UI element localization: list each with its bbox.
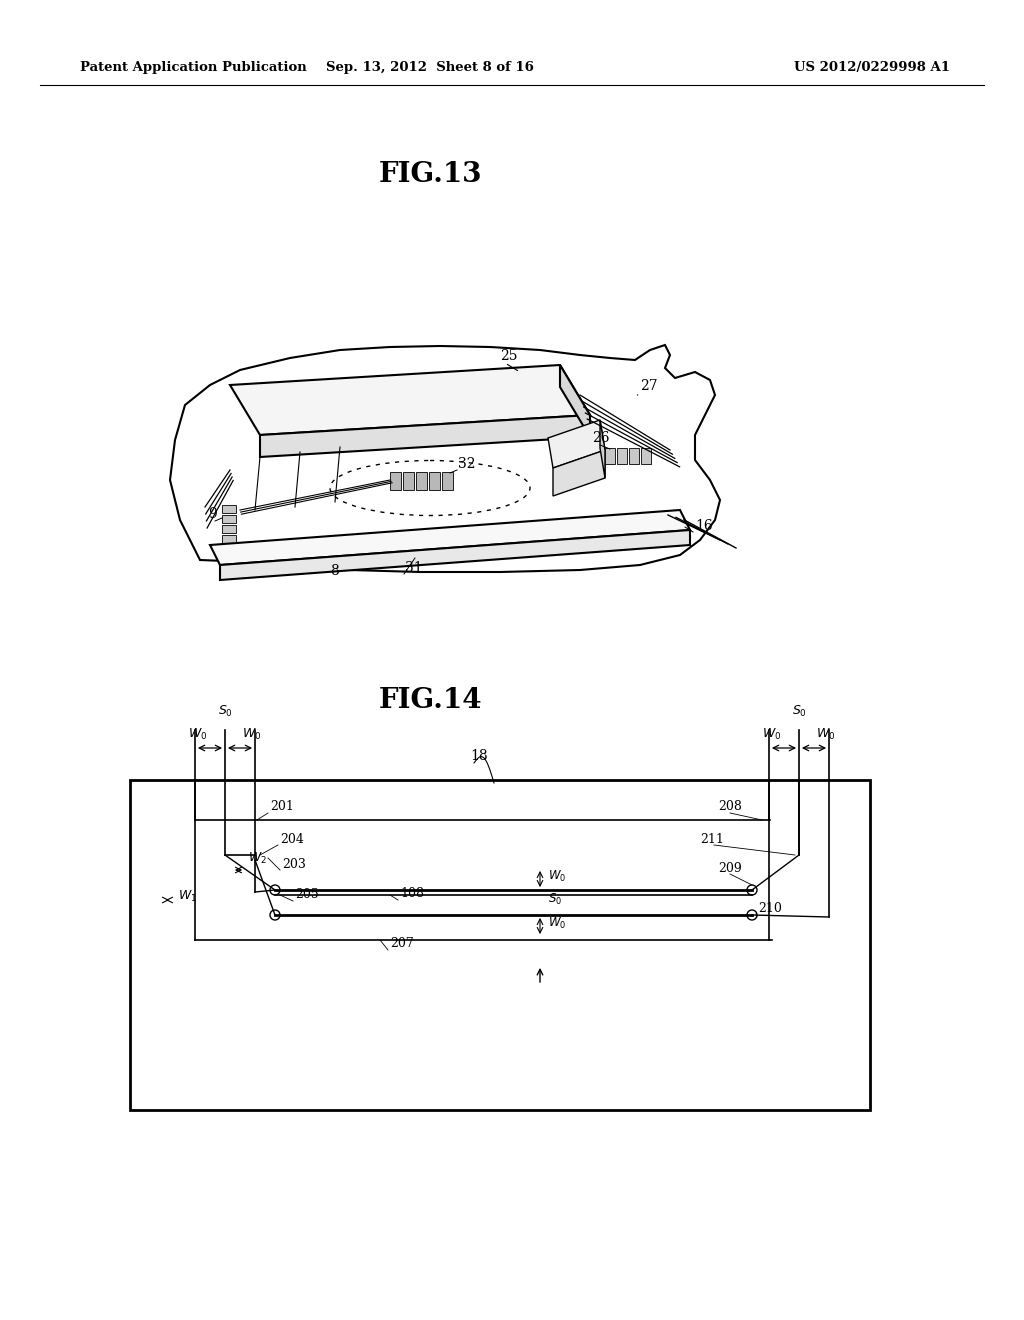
Text: Patent Application Publication: Patent Application Publication	[80, 62, 307, 74]
Polygon shape	[210, 510, 690, 565]
Bar	[605, 447, 615, 465]
Polygon shape	[230, 366, 590, 436]
Bar	[641, 447, 651, 465]
Circle shape	[270, 909, 280, 920]
Text: $W_0$: $W_0$	[816, 727, 836, 742]
Bar	[390, 473, 401, 490]
Text: 8: 8	[330, 564, 339, 578]
Bar	[222, 506, 236, 513]
Bar	[403, 473, 414, 490]
Text: 211: 211	[700, 833, 724, 846]
Text: 203: 203	[282, 858, 306, 871]
Text: FIG.13: FIG.13	[378, 161, 481, 189]
Polygon shape	[560, 366, 590, 437]
Text: Sep. 13, 2012  Sheet 8 of 16: Sep. 13, 2012 Sheet 8 of 16	[326, 62, 534, 74]
Text: $W_2$: $W_2$	[248, 851, 267, 866]
Bar	[629, 447, 639, 465]
Text: 9: 9	[208, 507, 217, 521]
Text: $W_0$: $W_0$	[188, 727, 208, 742]
Text: $S_0$: $S_0$	[217, 704, 232, 719]
Text: 27: 27	[640, 379, 657, 393]
Text: 201: 201	[270, 800, 294, 813]
Bar	[222, 525, 236, 533]
Polygon shape	[220, 531, 690, 579]
Bar	[222, 515, 236, 523]
Text: $S_0$: $S_0$	[548, 891, 562, 907]
Text: 26: 26	[592, 432, 609, 445]
Bar	[416, 473, 427, 490]
Text: $W_0$: $W_0$	[243, 727, 262, 742]
Circle shape	[746, 909, 757, 920]
Circle shape	[746, 884, 757, 895]
Text: 108: 108	[400, 887, 424, 900]
Text: 207: 207	[390, 937, 414, 950]
Text: 18: 18	[470, 748, 487, 763]
Text: 16: 16	[695, 519, 713, 533]
Text: $W_0$: $W_0$	[548, 916, 566, 931]
Bar	[222, 535, 236, 543]
Text: 204: 204	[280, 833, 304, 846]
Text: 209: 209	[718, 862, 741, 875]
Bar	[130, 780, 870, 1110]
Text: 32: 32	[458, 457, 475, 471]
Text: $W_1$: $W_1$	[178, 888, 197, 904]
Text: 210: 210	[758, 902, 782, 915]
Text: $S_0$: $S_0$	[792, 704, 807, 719]
Polygon shape	[553, 450, 605, 496]
Circle shape	[270, 884, 280, 895]
Text: US 2012/0229998 A1: US 2012/0229998 A1	[794, 62, 950, 74]
Text: 205: 205	[295, 888, 318, 902]
Bar	[617, 447, 627, 465]
Text: FIG.14: FIG.14	[378, 686, 481, 714]
Polygon shape	[548, 420, 605, 469]
Polygon shape	[260, 414, 590, 457]
Text: $W_0$: $W_0$	[548, 869, 566, 884]
Polygon shape	[600, 420, 605, 478]
Text: $W_0$: $W_0$	[762, 727, 781, 742]
Text: 25: 25	[500, 348, 517, 363]
Bar	[442, 473, 453, 490]
Bar	[429, 473, 440, 490]
Text: 208: 208	[718, 800, 741, 813]
Text: 31: 31	[406, 561, 423, 576]
